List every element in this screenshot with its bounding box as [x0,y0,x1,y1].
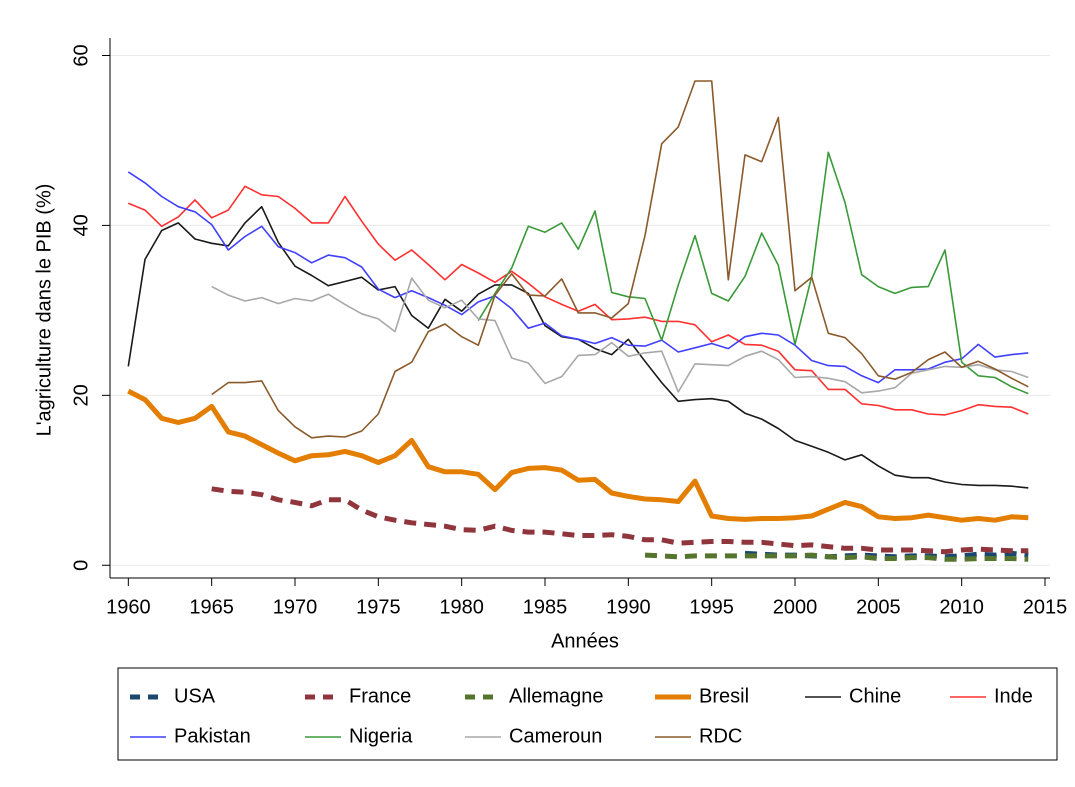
series-line [477,151,1029,395]
x-tick-label: 2000 [773,596,818,618]
y-tick-label: 60 [70,44,92,66]
y-tick-label: 20 [70,384,92,406]
series-line [127,171,1029,384]
legend-label: RDC [699,725,742,747]
x-tick-label: 1960 [106,596,151,618]
x-tick-label: 1995 [689,596,734,618]
series-line [211,80,1029,439]
x-tick-label: 1970 [273,596,318,618]
x-tick-label: 2010 [939,596,984,618]
legend-label: Nigeria [349,725,413,747]
x-tick-label: 1985 [523,596,568,618]
y-tick-label: 40 [70,214,92,236]
x-tick-label: 2015 [1023,596,1068,618]
legend-label: USA [174,685,216,707]
x-tick-label: 1965 [189,596,234,618]
x-axis-title: Années [551,630,619,652]
legend-label: Bresil [699,685,749,707]
x-tick-label: 1975 [356,596,401,618]
x-tick-label: 1980 [439,596,484,618]
legend-label: Allemagne [509,685,604,707]
x-tick-label: 2005 [856,596,901,618]
series-line [211,277,1029,394]
series-line [211,486,1029,555]
legend-label: Chine [849,685,901,707]
legend-label: Pakistan [174,725,251,747]
legend-label: France [349,685,411,707]
legend-box [117,667,1058,761]
series-line [644,552,1029,562]
y-axis-title: L'agriculture dans le PIB (%) [33,184,55,437]
x-tick-label: 1990 [606,596,651,618]
y-tick-label: 0 [70,560,92,571]
legend-label: Cameroun [509,725,602,747]
legend-label: Inde [994,685,1033,707]
series-line [127,388,1029,523]
